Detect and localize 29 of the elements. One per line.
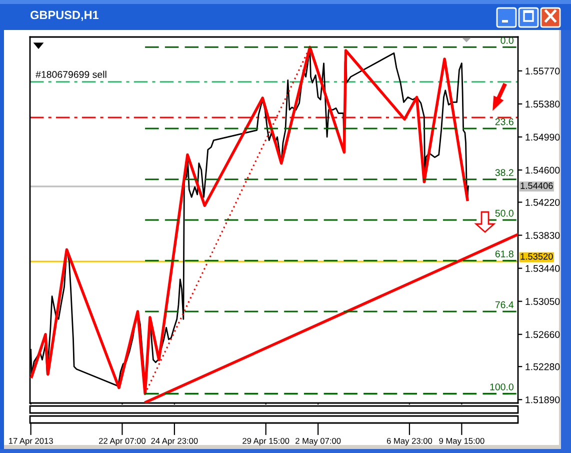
y-tick-label: 1.51890 xyxy=(526,396,560,404)
y-tick-label: 1.54990 xyxy=(526,134,560,141)
y-tick-label: 1.55380 xyxy=(526,100,560,108)
series-label: 38.2 xyxy=(495,169,514,176)
series-label: 100.0 xyxy=(490,383,514,390)
y-tick-label: 1.54600 xyxy=(526,166,560,174)
x-tick-label: 17 Apr 2013 xyxy=(8,438,53,446)
series-label: 0.0 xyxy=(500,36,514,44)
y-tick-label: 1.53830 xyxy=(526,232,560,239)
series-label: 61.8 xyxy=(495,250,514,258)
y-tick-label: 1.54220 xyxy=(526,198,560,206)
chart-title: GBPUSD,H1 xyxy=(30,10,99,21)
x-tick-label: 22 Apr 07:00 xyxy=(99,438,146,446)
y-tick-label: 1.53050 xyxy=(526,298,560,305)
y-tick-label: 1.55770 xyxy=(526,68,560,75)
x-tick-label: 2 May 07:00 xyxy=(296,438,341,446)
y-tick-label: 1.52660 xyxy=(526,331,560,338)
series-label: 23.6 xyxy=(495,118,514,126)
ref-line-label: 1.53520 xyxy=(520,253,553,260)
ref-line-label: 1.54406 xyxy=(520,182,553,189)
y-tick-label: 1.52280 xyxy=(526,363,560,370)
x-tick-label: 29 Apr 15:00 xyxy=(242,438,290,446)
series-label: 50.0 xyxy=(495,210,514,217)
x-tick-label: 24 Apr 23:00 xyxy=(151,438,198,446)
y-tick-label: 1.53440 xyxy=(526,265,560,272)
x-tick-label: 9 May 15:00 xyxy=(439,438,484,446)
x-tick-label: 6 May 23:00 xyxy=(386,438,432,446)
series-label: 76.4 xyxy=(495,301,514,308)
ref-line-label: #180679699 sell xyxy=(36,70,106,78)
